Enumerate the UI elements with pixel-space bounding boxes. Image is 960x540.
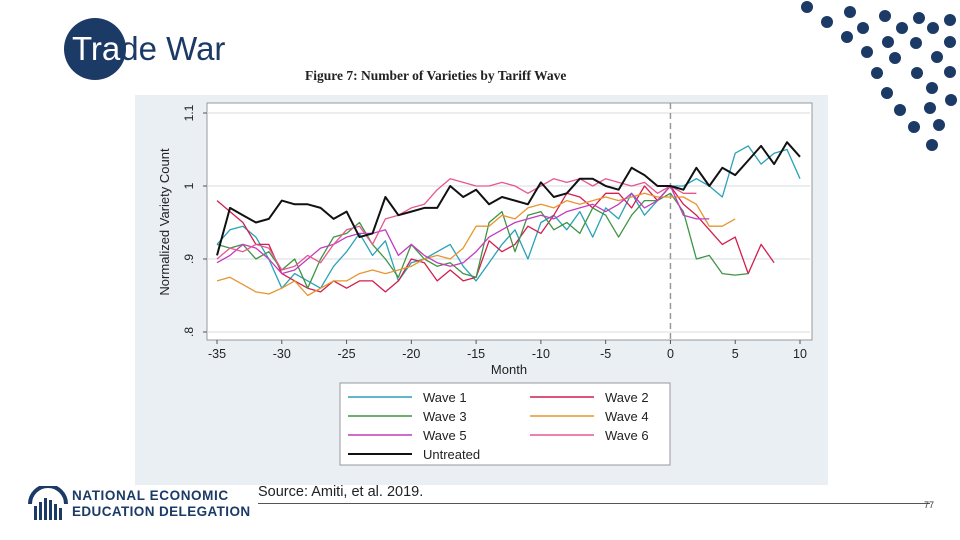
footer-divider [258,503,930,504]
y-tick-label: .8 [182,327,196,337]
x-tick-label: -10 [532,347,550,361]
legend-label-wave-6: Wave 6 [605,428,649,443]
x-tick-label: -20 [402,347,420,361]
series-line-wave-6 [216,178,697,271]
figure-title: Figure 7: Number of Varieties by Tariff … [305,68,567,83]
slide-title-part1: Tra [72,30,121,67]
decorative-dot-pattern [801,1,957,151]
series-lines [216,141,801,297]
series-line-untreated [216,141,801,256]
x-tick-label: -30 [273,347,291,361]
slide-title: Trade War [72,30,225,68]
legend-label-untreated: Untreated [423,447,480,462]
logo-line-2: EDUCATION DELEGATION [72,504,251,519]
x-axis-label: Month [491,362,527,377]
series-line-wave-4 [216,192,736,297]
chart-panel: .8 .9 1 1.1 -35 -30 -25 -20 -15 -10 -5 0 5 10 Normali… [135,95,828,485]
legend-label-wave-4: Wave 4 [605,409,649,424]
y-axis-label: Normalized Variety Count [157,148,172,296]
legend-label-wave-3: Wave 3 [423,409,467,424]
series-line-wave-1 [216,145,801,289]
title-accent-circle [64,18,126,80]
plot-area [206,102,813,341]
series-line-wave-3 [216,192,749,289]
legend-label-wave-2: Wave 2 [605,390,649,405]
legend-label-wave-5: Wave 5 [423,428,467,443]
legend: Wave 1 Wave 2 Wave 3 Wave 4 Wave 5 Wave 6 Untr… [339,382,671,466]
x-tick-label: 10 [793,347,807,361]
logo-line-1: NATIONAL ECONOMIC [72,488,229,503]
nee-logo: NATIONAL ECONOMIC EDUCATION DELEGATION [28,486,260,522]
source-citation: Source: Amiti, et al. 2019. [258,484,424,500]
series-line-wave-2 [216,185,775,293]
y-tick-label: 1 [182,182,196,189]
slide-title-part2: de War [120,30,226,67]
x-tick-label: -5 [600,347,611,361]
x-tick-label: -25 [338,347,356,361]
y-tick-label: 1.1 [182,104,196,121]
legend-label-wave-1: Wave 1 [423,390,467,405]
x-tick-label: -15 [467,347,485,361]
series-line-wave-5 [216,185,710,275]
line-chart: .8 .9 1 1.1 -35 -30 -25 -20 -15 -10 -5 0 5 10 Normali… [157,102,813,466]
page-number: 77 [924,500,935,510]
x-tick-label: -35 [208,347,226,361]
logo-mark-icon [28,486,68,520]
x-tick-label: 0 [667,347,674,361]
axes: .8 .9 1 1.1 -35 -30 -25 -20 -15 -10 -5 0 5 10 [182,104,807,361]
x-tick-label: 5 [732,347,739,361]
y-tick-label: .9 [182,254,196,264]
